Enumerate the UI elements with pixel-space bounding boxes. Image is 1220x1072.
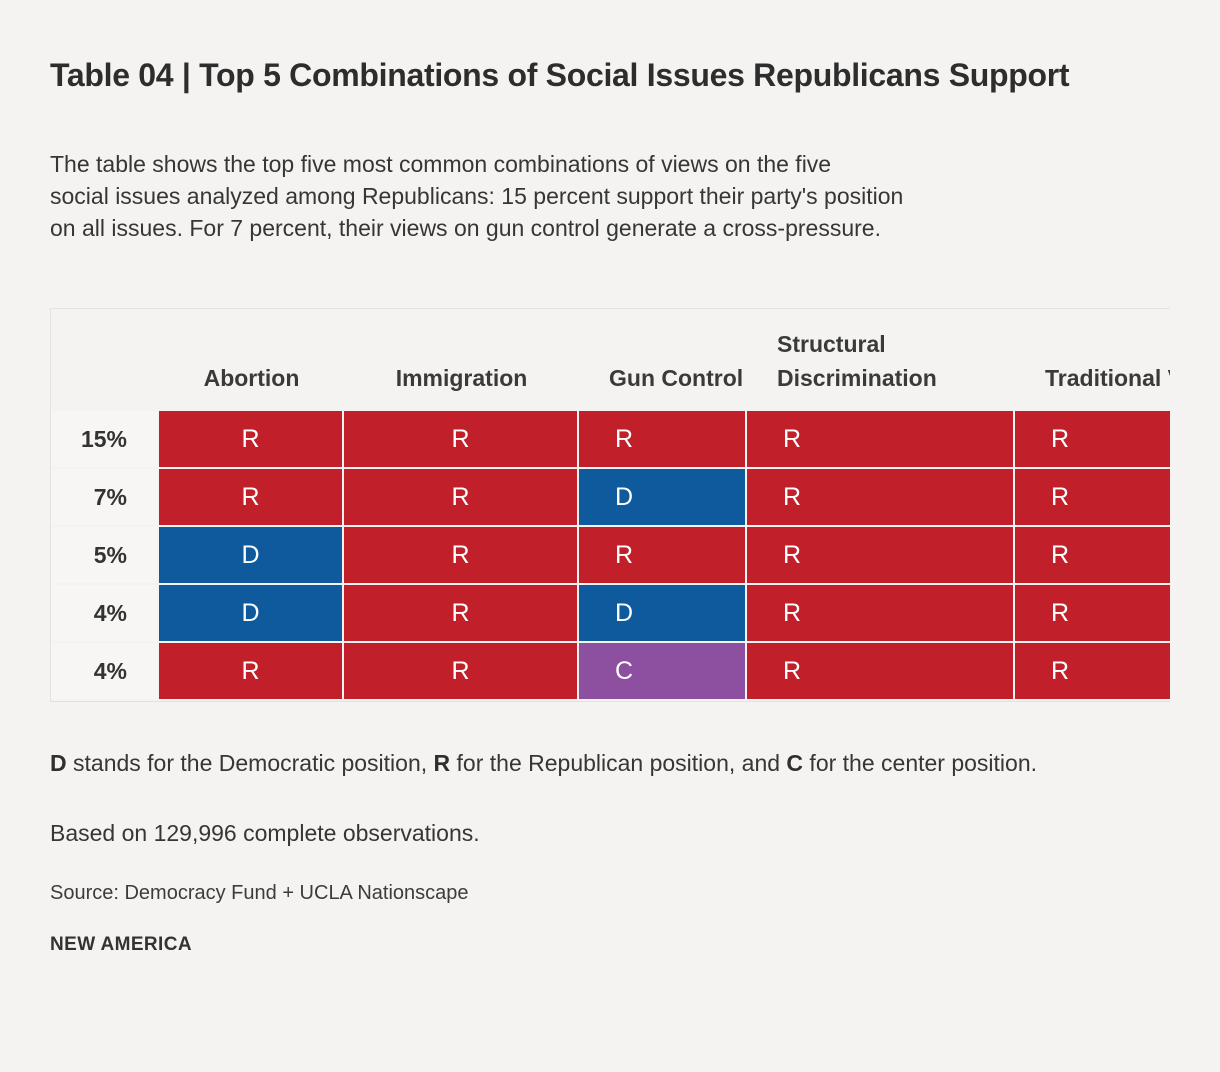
position-cell-r: R: [1015, 643, 1170, 701]
position-cell-r: R: [579, 411, 747, 469]
row-share-label: 15%: [51, 411, 159, 469]
column-header-gun-control: Gun Control: [579, 309, 747, 411]
column-header-immigration: Immigration: [344, 309, 579, 411]
position-cell-r: R: [747, 643, 1015, 701]
legend-text: for the Republican position, and: [450, 750, 787, 776]
legend-note: D stands for the Democratic position, R …: [50, 746, 1165, 780]
position-cell-r: R: [159, 469, 344, 527]
row-share-label: 4%: [51, 585, 159, 643]
description-line-3: on all issues. For 7 percent, their view…: [50, 215, 881, 241]
position-cell-r: R: [344, 527, 579, 585]
column-header-traditional-values: Traditional Values: [1015, 309, 1170, 411]
position-cell-r: R: [344, 469, 579, 527]
source-note: Source: Democracy Fund + UCLA Nationscap…: [50, 882, 469, 904]
position-cell-r: R: [747, 527, 1015, 585]
legend-letter: R: [433, 750, 451, 776]
row-share-label: 4%: [51, 643, 159, 701]
row-share-label: 7%: [51, 469, 159, 527]
legend-text: stands for the Democratic position,: [66, 750, 434, 776]
table-container: Abortion Immigration Gun Control Structural…: [50, 308, 1170, 702]
legend-letter: C: [786, 750, 804, 776]
position-cell-d: D: [579, 585, 747, 643]
row-share-label: 5%: [51, 527, 159, 585]
position-cell-r: R: [747, 469, 1015, 527]
position-cell-r: R: [344, 643, 579, 701]
description-line-1: The table shows the top five most common…: [50, 151, 832, 177]
position-cell-r: R: [159, 643, 344, 701]
table-row: 4% D R D R R: [51, 585, 1170, 643]
table-row: 15% R R R R R: [51, 411, 1170, 469]
org-wordmark: NEW AMERICA: [50, 934, 192, 955]
legend-text: for the center position.: [803, 750, 1038, 776]
position-cell-r: R: [1015, 469, 1170, 527]
position-cell-d: D: [579, 469, 747, 527]
table-row: 5% D R R R R: [51, 527, 1170, 585]
position-cell-r: R: [1015, 527, 1170, 585]
position-cell-d: D: [159, 585, 344, 643]
column-header-abortion: Abortion: [159, 309, 344, 411]
corner-cell: [51, 309, 159, 411]
position-cell-r: R: [344, 411, 579, 469]
column-header-structural-discrimination: Structural Discrimination: [747, 309, 1015, 411]
position-cell-r: R: [159, 411, 344, 469]
position-cell-r: R: [1015, 585, 1170, 643]
legend-letter: D: [50, 750, 67, 776]
table-header-row: Abortion Immigration Gun Control Structural…: [51, 309, 1170, 411]
figure-description: The table shows the top five most common…: [50, 148, 1170, 244]
position-cell-c: C: [579, 643, 747, 701]
position-cell-r: R: [579, 527, 747, 585]
position-cell-r: R: [1015, 411, 1170, 469]
combinations-table: Abortion Immigration Gun Control Structural…: [51, 309, 1170, 701]
description-line-2: social issues analyzed among Republicans…: [50, 183, 904, 209]
observations-note: Based on 129,996 complete observations.: [50, 820, 480, 846]
position-cell-d: D: [159, 527, 344, 585]
position-cell-r: R: [747, 411, 1015, 469]
table-row: 7% R R D R R: [51, 469, 1170, 527]
table-row: 4% R R C R R: [51, 643, 1170, 701]
position-cell-r: R: [344, 585, 579, 643]
figure-title: Table 04 | Top 5 Combinations of Social …: [50, 57, 1070, 93]
position-cell-r: R: [747, 585, 1015, 643]
